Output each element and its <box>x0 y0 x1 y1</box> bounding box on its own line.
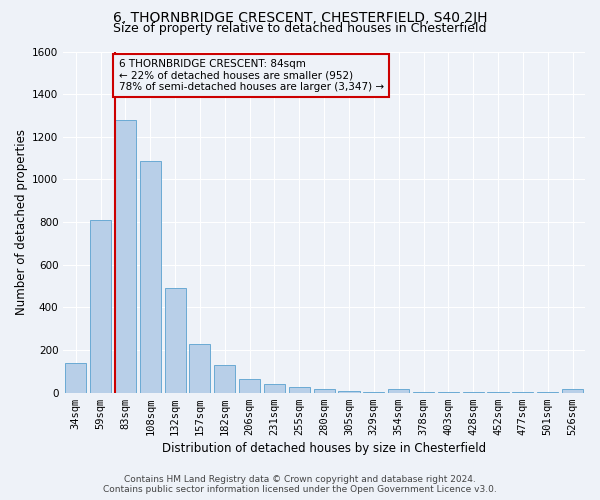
Bar <box>239 379 260 392</box>
Y-axis label: Number of detached properties: Number of detached properties <box>15 129 28 315</box>
Bar <box>314 390 335 392</box>
Bar <box>562 390 583 392</box>
Bar <box>65 363 86 392</box>
Bar <box>338 391 359 392</box>
Bar <box>190 344 211 392</box>
Bar <box>214 366 235 392</box>
Bar <box>289 386 310 392</box>
Bar <box>115 120 136 392</box>
Bar <box>264 384 285 392</box>
Bar <box>388 390 409 392</box>
Bar <box>164 288 185 393</box>
Text: Size of property relative to detached houses in Chesterfield: Size of property relative to detached ho… <box>113 22 487 35</box>
Text: 6 THORNBRIDGE CRESCENT: 84sqm
← 22% of detached houses are smaller (952)
78% of : 6 THORNBRIDGE CRESCENT: 84sqm ← 22% of d… <box>119 59 383 92</box>
Text: 6, THORNBRIDGE CRESCENT, CHESTERFIELD, S40 2JH: 6, THORNBRIDGE CRESCENT, CHESTERFIELD, S… <box>113 11 487 25</box>
Bar <box>90 220 111 392</box>
X-axis label: Distribution of detached houses by size in Chesterfield: Distribution of detached houses by size … <box>162 442 486 455</box>
Bar <box>140 162 161 392</box>
Text: Contains HM Land Registry data © Crown copyright and database right 2024.
Contai: Contains HM Land Registry data © Crown c… <box>103 474 497 494</box>
